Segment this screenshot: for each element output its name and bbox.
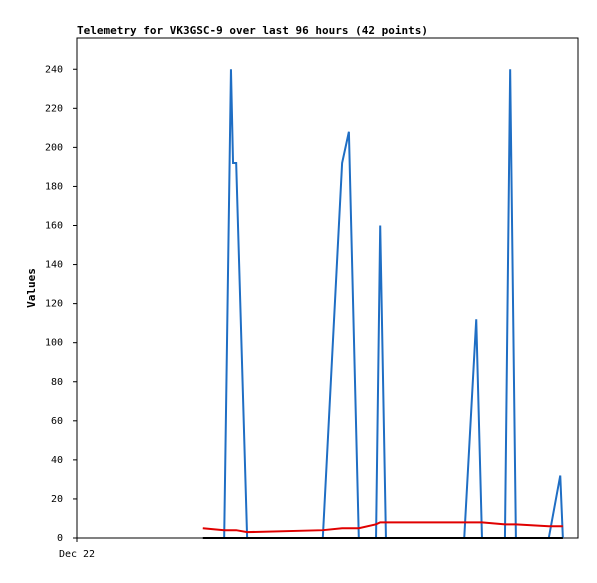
y-tick-label: 40 (51, 455, 63, 466)
x-tick-label: Dec 22 (59, 549, 95, 560)
y-tick-label: 0 (57, 533, 63, 544)
y-tick-label: 200 (45, 142, 63, 153)
y-tick-label: 120 (45, 299, 63, 310)
series-line (202, 521, 563, 534)
y-tick-label: 20 (51, 494, 63, 505)
chart-title: Telemetry for VK3GSC-9 over last 96 hour… (77, 24, 428, 37)
y-axis-label: Values (25, 268, 38, 308)
y-tick-label: 140 (45, 260, 63, 271)
y-tick-label: 60 (51, 416, 63, 427)
y-tick-label: 100 (45, 338, 63, 349)
y-tick-label: 240 (45, 64, 63, 75)
y-tick-label: 220 (45, 103, 63, 114)
y-tick-label: 80 (51, 377, 63, 388)
y-tick-label: 160 (45, 221, 63, 232)
series-line (223, 69, 564, 539)
y-tick-label: 180 (45, 181, 63, 192)
